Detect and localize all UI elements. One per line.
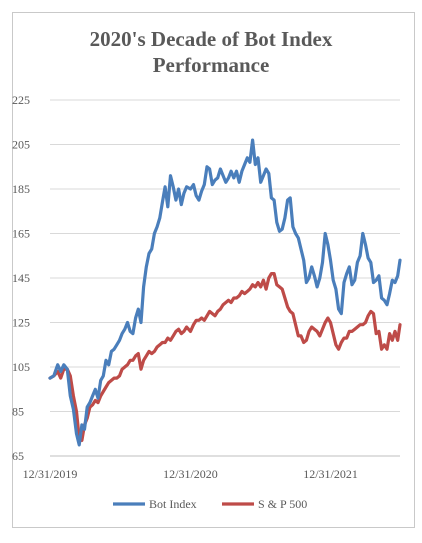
legend: Bot Index S & P 500 [113, 497, 307, 511]
y-tick-label: 125 [12, 316, 30, 330]
x-tick-label: 12/31/2019 [23, 467, 78, 481]
y-tick-label: 145 [12, 271, 30, 285]
y-tick-label: 165 [12, 227, 30, 241]
y-tick-label: 105 [12, 360, 30, 374]
y-tick-label: 65 [12, 449, 24, 463]
chart-title-line-1: 2020's Decade of Bot Index [89, 27, 333, 51]
series-line-sp500 [48, 272, 402, 442]
series-lines [48, 138, 402, 447]
x-tick-label: 12/31/2020 [163, 467, 218, 481]
gridlines [50, 99, 400, 457]
y-tick-label: 85 [12, 405, 24, 419]
series-line-bot-index [48, 138, 402, 447]
legend-label: Bot Index [149, 497, 197, 511]
legend-label: S & P 500 [258, 497, 307, 511]
chart-title: 2020's Decade of Bot Index Performance [0, 26, 422, 78]
x-tick-label: 12/31/2021 [303, 467, 358, 481]
y-tick-label: 185 [12, 182, 30, 196]
chart-title-line-2: Performance [152, 53, 270, 77]
x-axis-tick-labels: 12/31/2019 12/31/2020 12/31/2021 [23, 467, 358, 481]
y-axis-tick-labels: 65 85 105 125 145 165 185 205 225 [12, 93, 30, 463]
y-tick-label: 205 [12, 138, 30, 152]
y-tick-label: 225 [12, 93, 30, 107]
